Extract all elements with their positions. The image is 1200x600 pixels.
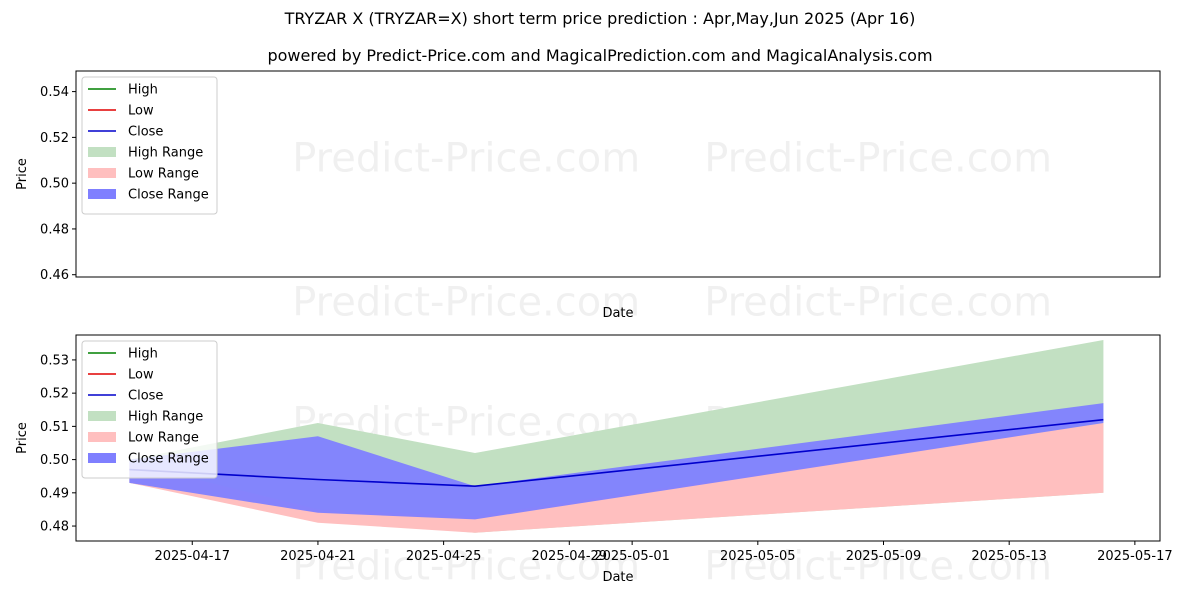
y-axis-label: Price — [15, 422, 30, 454]
legend-swatch-close-range — [88, 189, 116, 199]
plot-frame — [75, 334, 1161, 542]
x-tick-label: 2025-04-25 — [406, 549, 482, 564]
y-tick-label: 0.49 — [40, 486, 69, 501]
band-close-range — [129, 403, 1104, 520]
legend-label-high: High — [128, 83, 158, 98]
legend-swatch-low-range — [88, 168, 116, 178]
y-tick-label: 0.52 — [40, 387, 69, 402]
y-tick-label: 0.48 — [40, 222, 69, 237]
legend-swatch-low-range — [88, 432, 116, 442]
watermark-text: Predict-Price.com — [704, 136, 1052, 182]
watermark-text: Predict-Price.com — [704, 544, 1052, 590]
legend-label-high: High — [128, 347, 158, 362]
y-tick-label: 0.50 — [40, 177, 69, 192]
y-tick-label: 0.53 — [40, 353, 69, 368]
legend-label-low: Low — [128, 368, 154, 383]
legend-label-close-range: Close Range — [128, 452, 209, 467]
y-tick-label: 0.52 — [40, 131, 69, 146]
x-axis-label: Date — [602, 570, 633, 585]
x-tick-label: 2025-05-01 — [594, 549, 670, 564]
legend-label-high-range: High Range — [128, 146, 203, 161]
legend-box — [81, 76, 218, 215]
x-tick-label: 2025-04-21 — [280, 549, 356, 564]
x-tick-label: 2025-05-09 — [846, 549, 922, 564]
legend-label-low-range: Low Range — [128, 167, 199, 182]
legend-label-close-range: Close Range — [128, 188, 209, 203]
plot-frame — [75, 70, 1161, 278]
legend: High Low Close High Range Low Range Close Ran… — [81, 76, 218, 215]
plot-1: Predict-Price.com Predict-Price.com Predic… — [15, 70, 1161, 326]
y-tick-label: 0.54 — [40, 85, 69, 100]
legend-label-high-range: High Range — [128, 410, 203, 425]
legend: High Low Close High Range Low Range Close Ran… — [81, 340, 218, 479]
x-tick-label: 2025-04-17 — [154, 549, 230, 564]
legend-label-close: Close — [128, 389, 163, 404]
chart-subtitle: powered by Predict-Price.com and Magical… — [267, 46, 933, 65]
watermark-text: Predict-Price.com — [704, 280, 1052, 326]
x-tick-label: 2025-05-13 — [971, 549, 1047, 564]
y-tick-label: 0.51 — [40, 420, 69, 435]
x-tick-label: 2025-05-17 — [1097, 549, 1173, 564]
x-tick-label: 2025-05-05 — [720, 549, 796, 564]
legend-label-low-range: Low Range — [128, 431, 199, 446]
x-axis-label: Date — [602, 306, 633, 321]
watermark-text: Predict-Price.com — [292, 136, 640, 182]
plot-data-area — [129, 340, 1104, 533]
x-tick-label: 2025-04-29 — [532, 549, 608, 564]
y-tick-label: 0.46 — [40, 268, 69, 283]
legend-swatch-high-range — [88, 411, 116, 421]
line-close — [129, 418, 1104, 488]
watermark-text: Predict-Price.com — [292, 280, 640, 326]
legend-swatch-high-range — [88, 147, 116, 157]
y-tick-label: 0.50 — [40, 453, 69, 468]
chart-title: TRYZAR X (TRYZAR=X) short term price pre… — [284, 9, 916, 28]
y-tick-label: 0.48 — [40, 520, 69, 535]
watermark-text: Predict-Price.com — [292, 544, 640, 590]
legend-box — [81, 340, 218, 479]
band-low-range — [129, 423, 1104, 533]
legend-swatch-close-range — [88, 453, 116, 463]
legend-label-close: Close — [128, 125, 163, 140]
y-axis-label: Price — [15, 158, 30, 190]
legend-label-low: Low — [128, 104, 154, 119]
